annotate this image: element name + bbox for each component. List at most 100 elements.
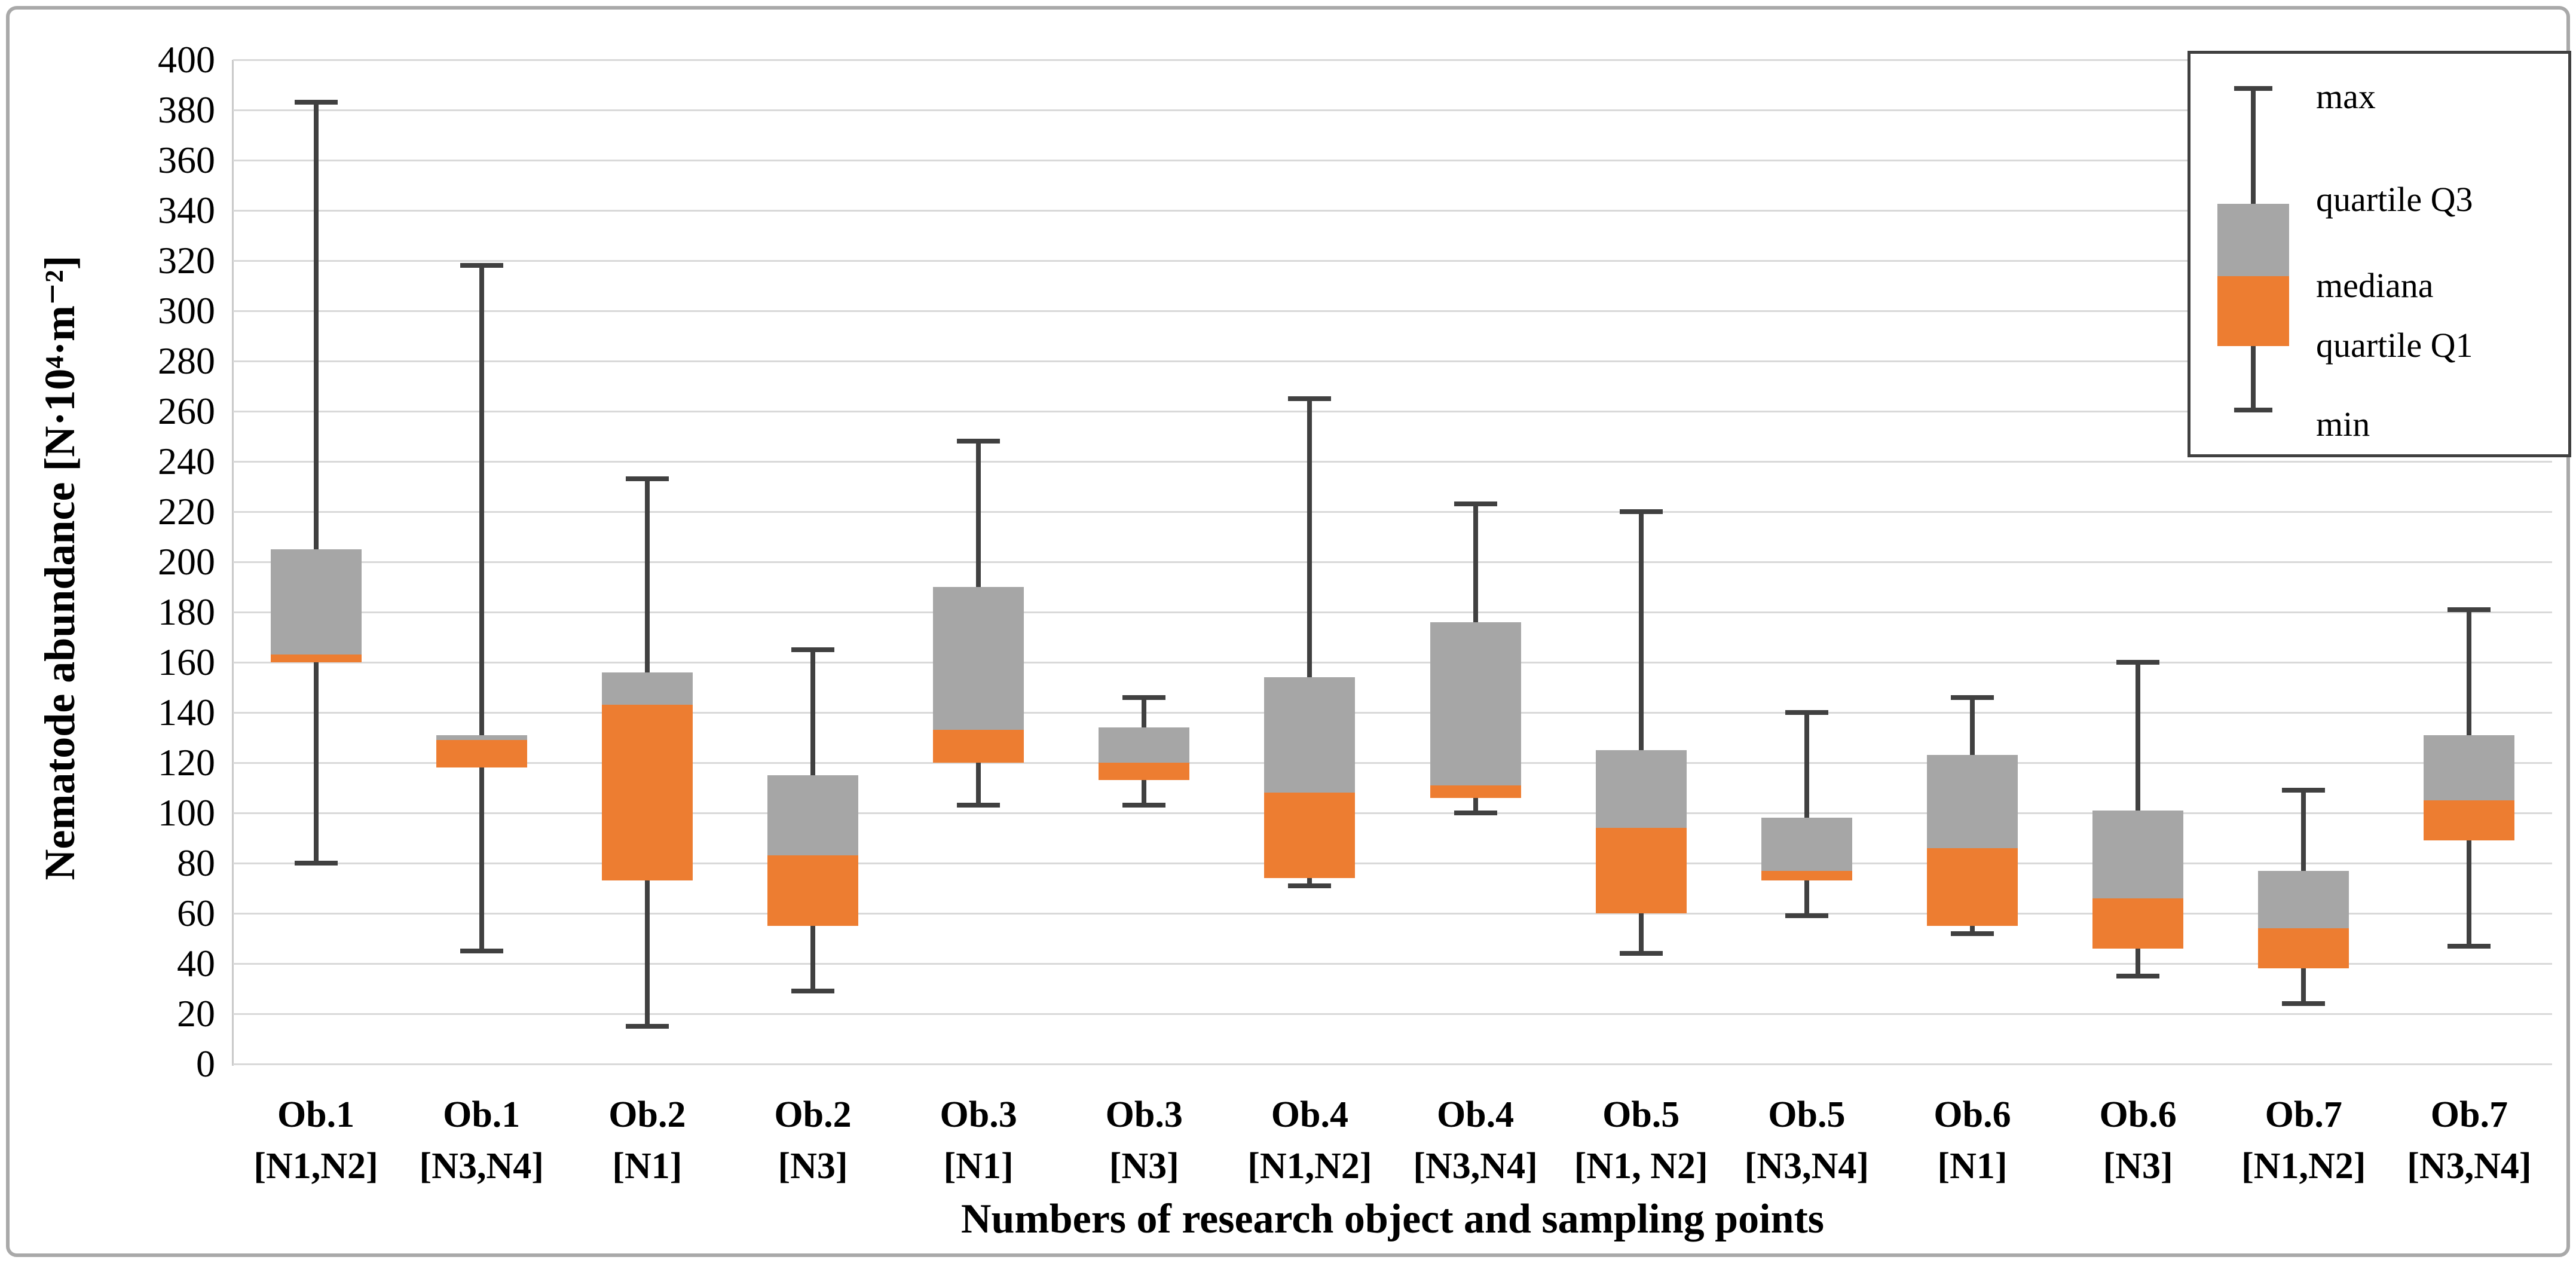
y-axis-line <box>232 60 234 1066</box>
x-category-label: Ob.4 [N3,N4] <box>1413 1094 1538 1186</box>
gridline-y-220 <box>233 510 2552 513</box>
legend-label-min: min <box>2316 405 2370 444</box>
y-tick-label-340: 340 <box>158 189 215 231</box>
box-lower-q1 <box>270 655 362 662</box>
y-tick-label-200: 200 <box>158 540 215 583</box>
x-category-label: Ob.5 [N1, N2] <box>1574 1094 1708 1186</box>
x-category-label: Ob.2 [N1] <box>608 1094 686 1186</box>
y-tick-label-140: 140 <box>158 691 215 733</box>
y-tick-label-360: 360 <box>158 139 215 181</box>
box-lower-q1 <box>601 705 693 881</box>
gridline-y-240 <box>233 460 2552 463</box>
box-upper-q3 <box>601 672 693 705</box>
whisker-max-cap <box>1619 509 1663 514</box>
whisker-min-cap <box>2116 974 2160 978</box>
box-upper-q3 <box>933 587 1024 730</box>
whisker-line <box>1307 399 1313 886</box>
box-lower-q1 <box>1927 848 2018 926</box>
whisker-line <box>1638 512 1644 954</box>
whisker-max-cap <box>460 263 503 268</box>
y-tick-label-60: 60 <box>177 892 215 934</box>
gridline-y-0 <box>233 1063 2552 1065</box>
box-upper-q3 <box>2258 870 2349 929</box>
whisker-min-cap <box>460 949 503 953</box>
box-upper-q3 <box>767 775 858 856</box>
whisker-min-cap <box>1122 803 1166 808</box>
box-upper-q3 <box>2424 735 2515 800</box>
y-tick-label-0: 0 <box>196 1042 215 1085</box>
y-tick-label-160: 160 <box>158 641 215 683</box>
box-upper-q3 <box>1927 755 2018 848</box>
whisker-max-cap <box>957 439 1001 444</box>
whisker-min-cap <box>294 861 338 866</box>
x-category-label: Ob.1 [N1,N2] <box>253 1094 378 1186</box>
gridline-y-340 <box>233 209 2552 212</box>
gridline-y-180 <box>233 611 2552 613</box>
box-lower-q1 <box>1264 793 1356 879</box>
whisker-max-cap <box>294 100 338 105</box>
whisker-max-cap <box>791 647 834 652</box>
y-tick-label-180: 180 <box>158 591 215 633</box>
box-upper-q3 <box>1099 727 1190 763</box>
x-axis-title: Numbers of research object and sampling … <box>960 1196 1825 1242</box>
y-axis-tick-labels: 400 380 360 340 320 300 280 260 240 220 200 180 160 1… <box>12 41 215 1083</box>
whisker-line <box>1804 712 1809 916</box>
gridline-y-80 <box>233 862 2552 864</box>
y-tick-label-280: 280 <box>158 340 215 382</box>
x-axis-category-labels: Ob.1 [N1,N2] Ob.1 [N3,N4] Ob.2 [N1] Ob.2 [N3] Ob… <box>233 1089 2552 1203</box>
box-upper-q3 <box>270 549 362 655</box>
y-tick-label-380: 380 <box>158 88 215 131</box>
box-lower-q1 <box>2092 898 2184 949</box>
whisker-max-cap <box>2447 607 2491 612</box>
y-tick-label-260: 260 <box>158 390 215 432</box>
box-lower-q1 <box>767 855 858 926</box>
whisker-max-cap <box>1785 710 1828 715</box>
legend-lower-whisker <box>2251 346 2256 409</box>
box-lower-q1 <box>1595 828 1687 913</box>
legend-boxplot-glyph <box>2214 54 2292 460</box>
y-tick-label-220: 220 <box>158 490 215 533</box>
y-tick-label-300: 300 <box>158 289 215 332</box>
whisker-max-cap <box>2116 660 2160 665</box>
whisker-min-cap <box>2282 1001 2326 1007</box>
x-category-label: Ob.6 [N1] <box>1933 1094 2011 1186</box>
box-upper-q3 <box>2092 810 2184 898</box>
whisker-min-cap <box>1288 883 1332 888</box>
x-category-label: Ob.1 [N3,N4] <box>419 1094 544 1186</box>
box-upper-q3 <box>1595 750 1687 828</box>
gridline-y-360 <box>233 159 2552 161</box>
x-category-label: Ob.4 [N1,N2] <box>1247 1094 1372 1186</box>
gridline-y-320 <box>233 259 2552 262</box>
legend-max-cap <box>2234 86 2272 91</box>
gridline-y-160 <box>233 661 2552 663</box>
x-category-label: Ob.3 [N1] <box>940 1094 1017 1186</box>
whisker-max-cap <box>1288 396 1332 401</box>
x-category-label: Ob.7 [N1,N2] <box>2241 1094 2366 1186</box>
gridline-y-380 <box>233 109 2552 111</box>
gridline-y-200 <box>233 561 2552 563</box>
box-upper-q3 <box>1761 818 1852 871</box>
gridline-y-300 <box>233 310 2552 312</box>
legend-label-max: max <box>2316 77 2376 116</box>
whisker-min-cap <box>791 989 834 994</box>
box-upper-q3 <box>436 735 527 741</box>
x-category-label: Ob.7 [N3,N4] <box>2407 1094 2532 1186</box>
whisker-min-cap <box>957 803 1001 808</box>
legend: max quartile Q3 mediana quartile Q1 min <box>2188 51 2571 457</box>
box-lower-q1 <box>2424 800 2515 841</box>
gridline-y-60 <box>233 912 2552 915</box>
box-upper-q3 <box>1430 622 1521 785</box>
whisker-max-cap <box>1122 695 1166 700</box>
gridline-y-100 <box>233 812 2552 814</box>
whisker-max-cap <box>1454 501 1497 507</box>
x-category-label: Ob.2 [N3] <box>774 1094 852 1186</box>
whisker-min-cap <box>1619 951 1663 956</box>
legend-upper-whisker <box>2251 88 2256 205</box>
y-tick-label-40: 40 <box>177 942 215 984</box>
whisker-min-cap <box>1951 931 1994 936</box>
gridline-y-40 <box>233 962 2552 965</box>
legend-label-q1: quartile Q1 <box>2316 326 2473 365</box>
y-tick-label-20: 20 <box>177 992 215 1035</box>
gridline-y-140 <box>233 711 2552 714</box>
